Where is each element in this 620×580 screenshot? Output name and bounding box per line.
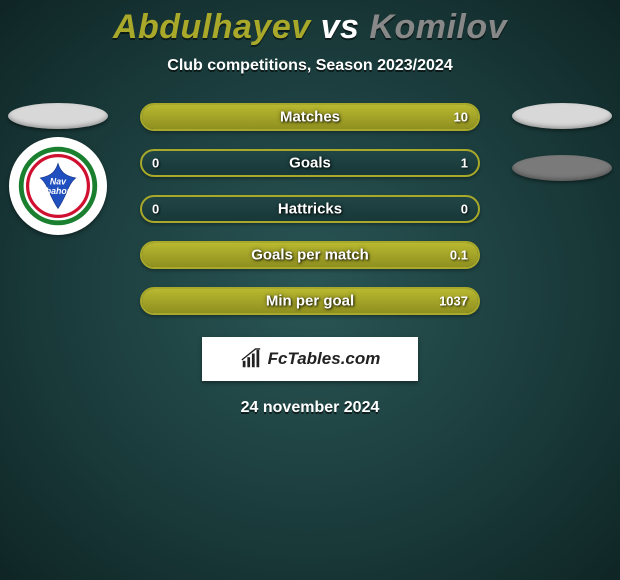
stat-row: Min per goal 1037 [140, 287, 480, 315]
stat-row: Goals per match 0.1 [140, 241, 480, 269]
stat-label: Goals [289, 155, 331, 172]
stat-value-player1: 0 [152, 202, 159, 217]
club-badge-icon: Nav bahor [18, 146, 98, 226]
player2-ellipse-1 [512, 103, 612, 129]
stat-label: Goals per match [251, 247, 369, 264]
stat-value-player2: 1037 [439, 294, 468, 309]
content-area: Nav bahor Matches100Goals10Hattricks0Goa… [0, 103, 620, 315]
stat-label: Min per goal [266, 293, 354, 310]
player1-name: Abdulhayev [113, 8, 311, 46]
stat-row: Matches 10 [140, 103, 480, 131]
date-label: 24 november 2024 [0, 399, 620, 417]
stat-row: 0 Goals 1 [140, 149, 480, 177]
brand-label: FcTables.com [268, 349, 381, 369]
stat-value-player2: 0 [461, 202, 468, 217]
chart-icon [240, 348, 262, 370]
player1-column: Nav bahor [8, 103, 108, 235]
comparison-title: Abdulhayev vs Komilov [0, 0, 620, 47]
svg-text:bahor: bahor [46, 186, 71, 196]
stat-row: 0 Hattricks 0 [140, 195, 480, 223]
stat-label: Hattricks [278, 201, 342, 218]
stat-label: Matches [280, 109, 340, 126]
stats-rows: Matches100Goals10Hattricks0Goals per mat… [140, 103, 480, 315]
player2-ellipse-2 [512, 155, 612, 181]
vs-label: vs [321, 8, 360, 46]
player1-ellipse [8, 103, 108, 129]
svg-text:Nav: Nav [50, 176, 67, 186]
stat-value-player2: 1 [461, 156, 468, 171]
stat-value-player1: 0 [152, 156, 159, 171]
stat-value-player2: 0.1 [450, 248, 468, 263]
player2-name: Komilov [369, 8, 507, 46]
player1-club-badge: Nav bahor [9, 137, 107, 235]
brand-box[interactable]: FcTables.com [202, 337, 418, 381]
player2-column [512, 103, 612, 181]
stat-value-player2: 10 [454, 110, 468, 125]
subtitle: Club competitions, Season 2023/2024 [0, 57, 620, 75]
